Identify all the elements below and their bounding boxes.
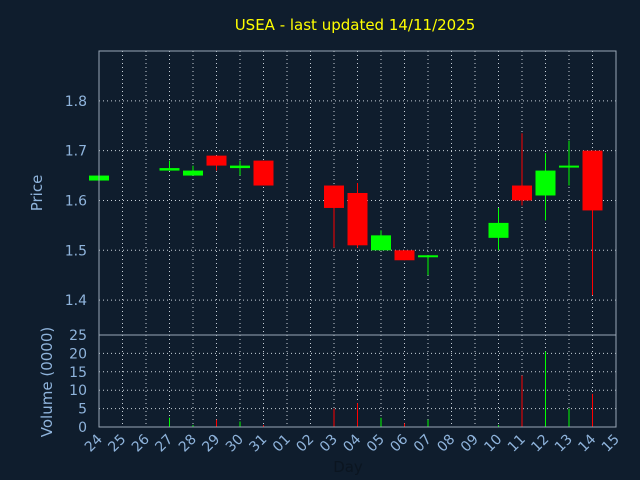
volume-tick-label: 15 (69, 365, 87, 381)
candle-body (206, 155, 227, 166)
candle-body (535, 170, 556, 196)
volume-tick-label: 5 (78, 402, 87, 418)
volume-plot-frame (98, 334, 617, 428)
candle-body (230, 165, 250, 169)
x-axis-label: Day (333, 458, 363, 476)
candle-body (512, 185, 532, 201)
candle-body (347, 193, 368, 246)
chart-title: USEA - last updated 14/11/2025 (235, 16, 476, 34)
candle-body (371, 235, 391, 251)
price-tick-label: 1.5 (65, 243, 87, 259)
candle-body (582, 150, 603, 211)
price-tick-label: 1.6 (65, 193, 87, 209)
volume-axis-label: Volume (0000) (38, 327, 56, 437)
price-tick-label: 1.8 (65, 94, 87, 110)
candle-body (324, 185, 344, 208)
price-tick-label: 1.4 (65, 293, 87, 309)
price-axis-label: Price (28, 175, 46, 212)
volume-tick-label: 20 (69, 346, 87, 362)
candle-body (488, 222, 509, 238)
candle-body (394, 250, 415, 261)
candle-body (253, 160, 274, 186)
candle-body (159, 168, 180, 171)
volume-tick-label: 10 (69, 383, 87, 399)
volume-tick-label: 25 (69, 328, 87, 344)
candle-body (418, 255, 438, 258)
marks-layer (89, 133, 603, 427)
candle-body (559, 165, 579, 168)
price-tick-label: 1.7 (65, 144, 87, 160)
volume-tick-label: 0 (78, 420, 87, 436)
candle-body (183, 170, 203, 176)
